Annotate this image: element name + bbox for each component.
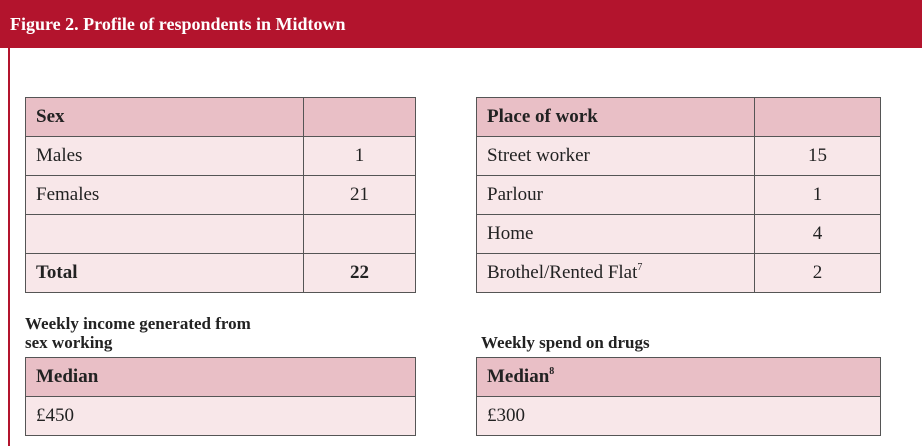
work-table: Place of work Street worker 15 Parlour 1 H…	[476, 97, 881, 293]
cell	[25, 214, 304, 254]
cell: Females	[25, 175, 304, 215]
cell: Total	[25, 253, 304, 293]
cell: Median	[25, 357, 416, 397]
cell: Place of work	[476, 97, 755, 137]
cell: 22	[303, 253, 416, 293]
cell: £300	[476, 396, 881, 436]
cell: 4	[754, 214, 881, 254]
cell: Median8	[476, 357, 881, 397]
cell: 1	[754, 175, 881, 215]
cell: Street worker	[476, 136, 755, 176]
cell: 21	[303, 175, 416, 215]
caption-line: sex working	[25, 333, 113, 352]
label: Brothel/Rented Flat	[487, 262, 638, 283]
cell: £450	[25, 396, 416, 436]
cell: Sex	[25, 97, 304, 137]
footnote: 8	[549, 366, 555, 377]
cell: 1	[303, 136, 416, 176]
title: Figure 2. Profile of respondents in Midt…	[10, 14, 346, 34]
side-rule	[8, 48, 10, 446]
cell	[754, 97, 881, 137]
caption-line: Weekly spend on drugs	[481, 333, 650, 352]
caption-line: Weekly income generated from	[25, 314, 251, 333]
sex-table: Sex Males 1 Females 21 Total 22	[25, 97, 416, 293]
cell: 15	[754, 136, 881, 176]
footnote: 7	[637, 262, 643, 273]
caption: Weekly income generated from sex working	[25, 314, 251, 352]
label: Median	[487, 366, 550, 387]
cell	[303, 214, 416, 254]
cell: Home	[476, 214, 755, 254]
cell: 2	[754, 253, 881, 293]
income-table: Median £450	[25, 357, 416, 436]
cell: Brothel/Rented Flat7	[476, 253, 755, 293]
cell	[303, 97, 416, 137]
header-bar: Figure 2. Profile of respondents in Midt…	[0, 0, 922, 48]
cell: Parlour	[476, 175, 755, 215]
cell: Males	[25, 136, 304, 176]
drugs-table: Median8 £300	[476, 357, 881, 436]
caption: Weekly spend on drugs	[481, 333, 650, 352]
